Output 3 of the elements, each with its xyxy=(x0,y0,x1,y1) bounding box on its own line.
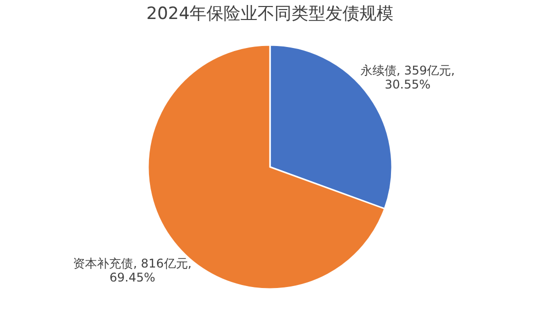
slice-label: 资本补充债, 816亿元, 69.45% xyxy=(73,256,192,284)
slice-label: 永续债, 359亿元, 30.55% xyxy=(360,64,455,92)
chart-title: 2024年保险业不同类型发债规模 xyxy=(146,4,394,24)
